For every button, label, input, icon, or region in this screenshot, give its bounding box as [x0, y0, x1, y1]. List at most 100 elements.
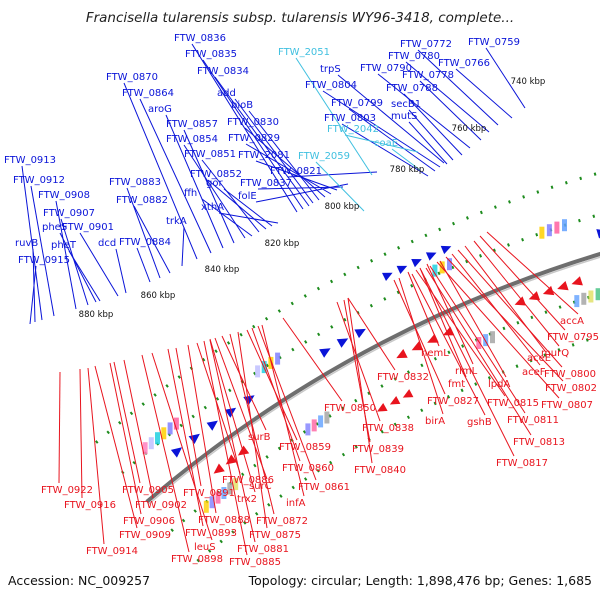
rna-label-line-0 — [295, 57, 373, 176]
reverse-gene-label: FTW_0909 — [119, 530, 171, 541]
forward-label-line-30 — [255, 183, 349, 203]
feature-block-18 — [275, 352, 281, 365]
forward-label-line-18 — [244, 127, 326, 198]
reverse-gene-arrow-5 — [427, 333, 439, 343]
reverse-gene-label: FTW_0885 — [229, 557, 281, 568]
forward-gene-label: pheT — [51, 240, 77, 251]
reverse-gene-label: FTW_0914 — [86, 546, 138, 557]
reverse-gene-arrow-3 — [396, 349, 408, 359]
forward-gene-label: FTW_0882 — [116, 195, 168, 206]
feature-block-29 — [581, 292, 587, 305]
feature-block-13 — [305, 423, 311, 436]
forward-label-line-38 — [21, 165, 43, 321]
reverse-label-line-4 — [457, 249, 563, 368]
reverse-gene-label: hemL — [421, 348, 449, 359]
forward-gene-label: FTW_0883 — [109, 177, 161, 188]
forward-gene-label: FTW_0857 — [166, 119, 218, 130]
reverse-label-line-29 — [214, 337, 268, 480]
track-layer — [95, 171, 600, 563]
forward-gene-arrow-0 — [170, 447, 183, 458]
rna-gene-label: FTW_2042 — [327, 124, 379, 135]
reverse-label-line-34 — [237, 331, 268, 529]
feature-block-33 — [595, 288, 600, 301]
reverse-gene-label: FTW_0881 — [237, 544, 289, 555]
forward-gene-arrow-8 — [596, 229, 600, 239]
forward-label-line-37 — [136, 247, 151, 283]
reverse-label-line-30 — [196, 342, 241, 474]
forward-label-line-33 — [201, 198, 253, 237]
reverse-label-line-27 — [261, 324, 305, 497]
forward-gene-label: FTW_0778 — [402, 70, 454, 81]
forward-gene-label: trpS — [320, 64, 341, 75]
reverse-gene-label: FTW_0815 — [487, 398, 539, 409]
forward-label-line-20 — [123, 82, 198, 260]
forward-label-line-26 — [255, 160, 338, 191]
forward-label-line-9 — [408, 109, 454, 161]
forward-gene-arrow-4 — [243, 395, 255, 406]
reverse-label-line-24 — [246, 329, 298, 441]
reverse-label-line-17 — [411, 273, 486, 416]
forward-label-line-3 — [405, 61, 490, 133]
forward-gene-label: FTW_0766 — [438, 58, 490, 69]
reverse-label-line-38 — [203, 340, 248, 556]
feature-block-10 — [173, 417, 179, 430]
reverse-gene-label: infA — [286, 498, 306, 509]
forward-gene-label: FTW_0759 — [468, 37, 520, 48]
reverse-gene-arrow-0 — [213, 463, 225, 474]
forward-gene-label: FTW_0852 — [190, 169, 242, 180]
forward-label-line-35 — [133, 205, 171, 274]
reverse-gene-label: FTW_0840 — [354, 465, 406, 476]
reverse-label-line-36 — [209, 339, 256, 543]
forward-label-line-4 — [419, 80, 482, 141]
reverse-gene-label: FTW_0898 — [171, 554, 223, 565]
forward-label-line-1 — [455, 68, 513, 119]
reverse-label-line-18 — [425, 267, 532, 436]
feature-block-3 — [209, 496, 215, 509]
reverse-label-line-0 — [486, 231, 579, 315]
reverse-label-line-11 — [436, 261, 560, 399]
feature-block-9 — [227, 482, 233, 495]
forward-gene-label: aroG — [148, 104, 172, 115]
feature-block-28 — [546, 224, 552, 237]
reverse-gene-arrow-11 — [571, 276, 583, 286]
forward-gene-arrow-52 — [411, 259, 422, 268]
reverse-label-line-13 — [429, 265, 526, 414]
forward-label-line-10 — [348, 108, 436, 172]
forward-gene-label: ffh — [184, 188, 197, 199]
reverse-label-line-47 — [87, 367, 105, 545]
forward-gene-label: FTW_0870 — [106, 72, 158, 83]
reverse-gene-label: murQ — [541, 348, 569, 359]
reverse-gene-label: FTW_0922 — [41, 485, 93, 496]
reverse-label-line-41 — [113, 361, 141, 484]
forward-gene-label: FTW_0908 — [38, 190, 90, 201]
reverse-label-line-16 — [398, 277, 444, 415]
reverse-gene-label: lpdA — [488, 379, 510, 390]
reverse-gene-label: FTW_0872 — [256, 516, 308, 527]
kbp-tick-label: 740 kbp — [511, 77, 546, 87]
feature-block-17 — [318, 415, 324, 428]
forward-gene-label: FTW_0799 — [331, 98, 383, 109]
forward-gene-arrow-54 — [440, 245, 452, 255]
reverse-label-line-37 — [167, 348, 204, 527]
forward-gene-arrow-7 — [354, 328, 366, 339]
rna-label-line-3 — [391, 148, 421, 171]
backbone-shadow — [148, 256, 600, 505]
reverse-gene-label: FTW_0802 — [545, 383, 597, 394]
forward-gene-label: folE — [238, 191, 257, 202]
forward-gene-label: FTW_0915 — [18, 255, 70, 266]
forward-label-line-0 — [485, 47, 526, 109]
forward-label-line-43 — [79, 232, 119, 297]
forward-label-line-19 — [245, 143, 332, 195]
forward-gene-label: ruvB — [15, 238, 38, 249]
forward-gene-label: FTW_0788 — [386, 83, 438, 94]
forward-gene-label: FTW_2081 — [238, 150, 290, 161]
reverse-gene-label: FTW_0906 — [123, 516, 175, 527]
reverse-gene-label: aceF — [522, 367, 546, 378]
forward-gene-arrow-5 — [319, 348, 331, 358]
kbp-tick-label: 820 kbp — [265, 239, 300, 249]
forward-label-line-24 — [183, 144, 246, 239]
reverse-gene-label: FTW_0811 — [507, 415, 559, 426]
feature-block-19 — [324, 411, 330, 424]
accession-text: Accession: NC_009257 — [8, 573, 150, 588]
feature-block-7 — [221, 487, 227, 499]
